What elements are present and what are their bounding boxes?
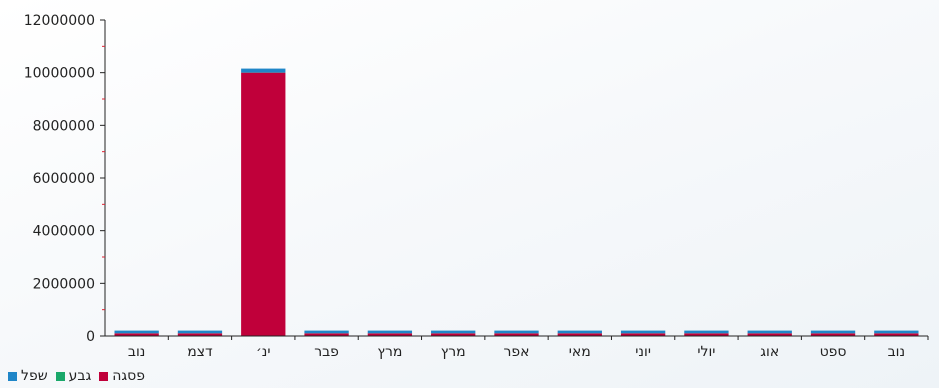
bar-שפל bbox=[874, 330, 919, 334]
legend: שפל גבע פסגה bbox=[8, 366, 145, 386]
x-tick-label: נוב bbox=[128, 344, 146, 360]
bar-פסגה bbox=[684, 333, 729, 336]
x-tick-label: אוג bbox=[760, 344, 779, 360]
bar-שפל bbox=[304, 330, 349, 334]
x-axis: נוב דצמ ינ׳ פבר מרץ מרץ אפר מאי יוני יולי אוג ספט נו… bbox=[105, 335, 929, 360]
bar-פסגה bbox=[747, 333, 792, 336]
bar-פסגה bbox=[114, 333, 159, 336]
bar-שפל bbox=[241, 68, 286, 73]
bar-פסגה bbox=[241, 72, 286, 337]
x-tick-label: נוב bbox=[888, 344, 906, 360]
bar-שפל bbox=[494, 330, 539, 334]
x-tick-label: ספט bbox=[820, 344, 847, 360]
x-tick-label: מרץ bbox=[377, 344, 402, 360]
bar-פסגה bbox=[810, 333, 856, 336]
legend-swatch bbox=[55, 371, 65, 381]
bar-פסגה bbox=[304, 333, 349, 336]
y-axis: 0 2000000 4000000 6000000 8000000 10000000 120… bbox=[24, 13, 106, 345]
bar-פסגה bbox=[177, 333, 223, 336]
legend-swatch bbox=[8, 371, 17, 381]
bar-פסגה bbox=[874, 333, 919, 336]
x-tick-label: מאי bbox=[569, 344, 591, 360]
legend-label: גבע bbox=[68, 368, 92, 384]
bar-פסגה bbox=[620, 333, 666, 336]
x-tick-label: מרץ bbox=[441, 344, 466, 360]
bar-שפל bbox=[620, 330, 666, 334]
legend-label: שפל bbox=[21, 368, 48, 384]
y-tick-label: 4000000 bbox=[33, 224, 95, 240]
bar-שפל bbox=[431, 330, 476, 334]
legend-item[interactable]: שפל bbox=[8, 368, 48, 384]
bar-פסגה bbox=[431, 333, 476, 336]
bars bbox=[114, 68, 919, 337]
legend-item[interactable]: גבע bbox=[55, 368, 92, 384]
y-tick-label: 8000000 bbox=[33, 118, 95, 134]
bar-שפל bbox=[367, 330, 413, 334]
y-tick-label: 0 bbox=[86, 329, 95, 345]
bar-שפל bbox=[557, 330, 602, 334]
x-tick-label: דצמ bbox=[187, 344, 213, 360]
legend-label: פסגה bbox=[112, 368, 146, 384]
y-tick-label: 10000000 bbox=[24, 66, 95, 82]
x-tick-label: פבר bbox=[314, 344, 339, 360]
y-tick-label: 6000000 bbox=[33, 171, 95, 187]
bar-שפל bbox=[684, 330, 729, 334]
legend-item[interactable]: פסגה bbox=[99, 368, 145, 384]
bar-שפל bbox=[810, 330, 856, 334]
bar-פסגה bbox=[494, 333, 539, 336]
y-tick-label: 2000000 bbox=[33, 276, 95, 292]
bar-פסגה bbox=[557, 333, 602, 336]
legend-swatch bbox=[99, 371, 109, 381]
x-tick-label: יוני bbox=[635, 344, 651, 360]
x-tick-label: יולי bbox=[697, 344, 715, 360]
y-tick-label: 12000000 bbox=[24, 13, 95, 29]
x-tick-label: אפר bbox=[503, 344, 529, 360]
bar-שפל bbox=[747, 330, 792, 334]
bar-שפל bbox=[114, 330, 159, 334]
x-tick-label: ינ׳ bbox=[256, 344, 271, 360]
bar-שפל bbox=[177, 330, 223, 334]
bar-פסגה bbox=[367, 333, 413, 336]
